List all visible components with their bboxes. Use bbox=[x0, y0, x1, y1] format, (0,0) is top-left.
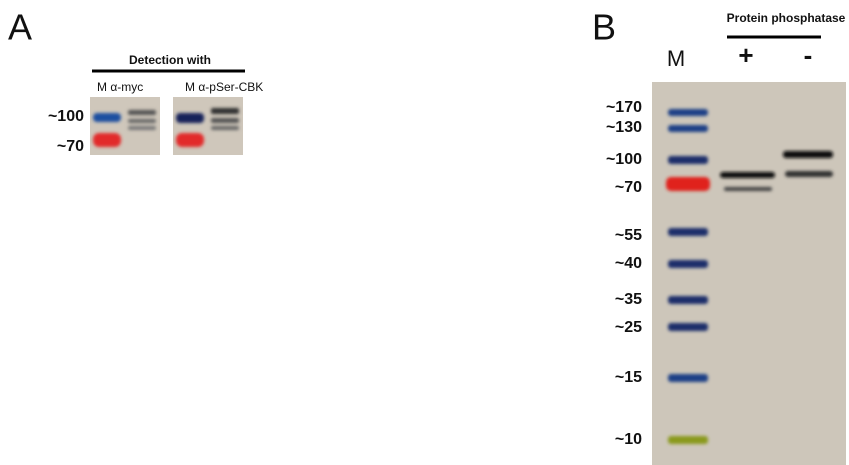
marker-label: ~70 bbox=[615, 179, 642, 196]
marker-label: ~130 bbox=[606, 119, 642, 136]
marker-label: ~35 bbox=[615, 291, 642, 308]
marker-label: ~55 bbox=[615, 227, 642, 244]
marker-label: ~40 bbox=[615, 255, 642, 272]
lane-label: M α-pSer-CBK bbox=[185, 80, 263, 94]
panel-header: Detection with bbox=[129, 53, 211, 67]
marker-label: ~15 bbox=[615, 369, 642, 386]
blot bbox=[652, 82, 846, 465]
blot bbox=[90, 97, 160, 155]
panel-label: A bbox=[8, 7, 32, 48]
marker-label: ~10 bbox=[615, 431, 642, 448]
marker-label: ~70 bbox=[57, 138, 84, 155]
lane-label: + bbox=[738, 40, 753, 70]
marker-label: ~170 bbox=[606, 99, 642, 116]
marker-label: ~100 bbox=[606, 151, 642, 168]
marker-labels: ~170 ~130 ~100 ~70 ~55 ~40 ~35 ~25 ~15 ~10 bbox=[606, 99, 642, 448]
lane-label: M α-myc bbox=[97, 80, 143, 94]
marker-label: ~25 bbox=[615, 319, 642, 336]
lane-label: M bbox=[667, 46, 685, 71]
lane-label: - bbox=[804, 40, 813, 70]
marker-label: ~100 bbox=[48, 108, 84, 125]
panel-header: Protein phosphatase bbox=[727, 11, 846, 25]
blot bbox=[173, 97, 243, 155]
figure: A Detection with M α-myc M α-pSer-CBK ~1… bbox=[0, 0, 849, 465]
panel-label: B bbox=[592, 7, 616, 48]
